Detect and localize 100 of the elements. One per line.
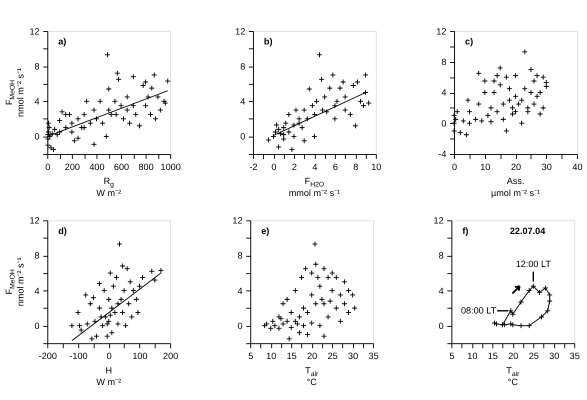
point [324, 108, 330, 115]
point [510, 104, 516, 111]
point [491, 90, 498, 96]
x-tick-label: 6 [332, 162, 338, 172]
point [526, 322, 532, 329]
point [542, 285, 549, 291]
point [118, 296, 124, 302]
point [543, 80, 550, 86]
annotation: 12:00 LT [516, 259, 552, 270]
x-tick-label: 5 [449, 351, 454, 362]
point [298, 274, 304, 280]
point [280, 124, 287, 131]
point [133, 296, 140, 302]
point [530, 283, 536, 290]
annotation: d) [58, 226, 67, 236]
point [512, 108, 519, 115]
point [546, 298, 553, 304]
x-tick-label: 5 [248, 351, 254, 362]
point [312, 261, 319, 268]
point [522, 48, 528, 55]
point [340, 79, 346, 85]
point [107, 270, 114, 276]
point [337, 292, 344, 298]
y-tick-label: 8 [240, 61, 246, 72]
point [286, 129, 292, 135]
y-tick-label: 8 [441, 56, 446, 67]
x-tick-label: 200 [163, 351, 178, 362]
point [314, 98, 320, 104]
point [500, 116, 506, 122]
y-tick-label: 0 [441, 118, 446, 128]
point [503, 128, 510, 134]
point [306, 86, 312, 92]
point [304, 332, 311, 338]
x-tick-label: 400 [89, 162, 105, 172]
point [311, 112, 318, 118]
point [302, 266, 309, 272]
point [544, 308, 551, 314]
point [292, 288, 298, 294]
point [291, 122, 297, 128]
y-tick-label: 8 [438, 250, 444, 261]
x-tick-label: 4 [312, 162, 318, 172]
y-tick-label: 0 [240, 132, 246, 142]
point [463, 132, 470, 138]
point [136, 283, 142, 290]
y-tick-label: 4 [441, 88, 446, 98]
point [325, 274, 332, 280]
point [540, 74, 546, 80]
point [494, 108, 500, 115]
point [316, 52, 322, 58]
x-tick-label: 30 [348, 351, 358, 362]
point [531, 101, 537, 107]
point [115, 300, 121, 307]
point [92, 318, 98, 324]
point [337, 85, 343, 92]
y-tick-label: 4 [438, 286, 444, 296]
y-tick-label: 8 [34, 61, 40, 72]
point [75, 310, 81, 316]
point [478, 118, 485, 124]
point [350, 82, 356, 88]
x-tick-label: 800 [138, 162, 154, 172]
point [352, 122, 358, 129]
point [451, 128, 458, 134]
point [126, 300, 132, 307]
point [342, 278, 348, 285]
point [333, 274, 340, 280]
annotation: b) [264, 36, 273, 47]
point [107, 312, 114, 318]
point [518, 299, 524, 305]
x-tick-label: 20 [307, 351, 318, 362]
point [325, 314, 332, 320]
point [316, 322, 323, 329]
x-tick-label: 10 [467, 351, 478, 362]
x-tick-label: 25 [528, 351, 539, 362]
point [121, 288, 128, 294]
y-tick-label: 12 [235, 26, 246, 36]
point [497, 82, 504, 88]
point [366, 100, 372, 106]
x-tick-label: 10 [371, 162, 382, 172]
point [284, 318, 290, 324]
point [452, 116, 459, 122]
point [466, 120, 472, 126]
point [330, 72, 336, 78]
y-tick-label: 0 [438, 320, 444, 331]
point [321, 333, 327, 340]
point [296, 116, 302, 122]
point [512, 72, 519, 79]
point [332, 102, 338, 109]
point [491, 78, 498, 84]
point [296, 314, 302, 320]
point [488, 104, 494, 111]
point [128, 314, 135, 320]
x-tick-label: 2 [292, 162, 297, 172]
point [88, 336, 95, 342]
point [280, 300, 286, 307]
point [265, 136, 272, 143]
point [108, 305, 115, 312]
point [536, 289, 542, 296]
y-tick-label: 4 [237, 286, 243, 296]
point [106, 296, 112, 302]
x-tick-label: 20 [508, 351, 518, 362]
